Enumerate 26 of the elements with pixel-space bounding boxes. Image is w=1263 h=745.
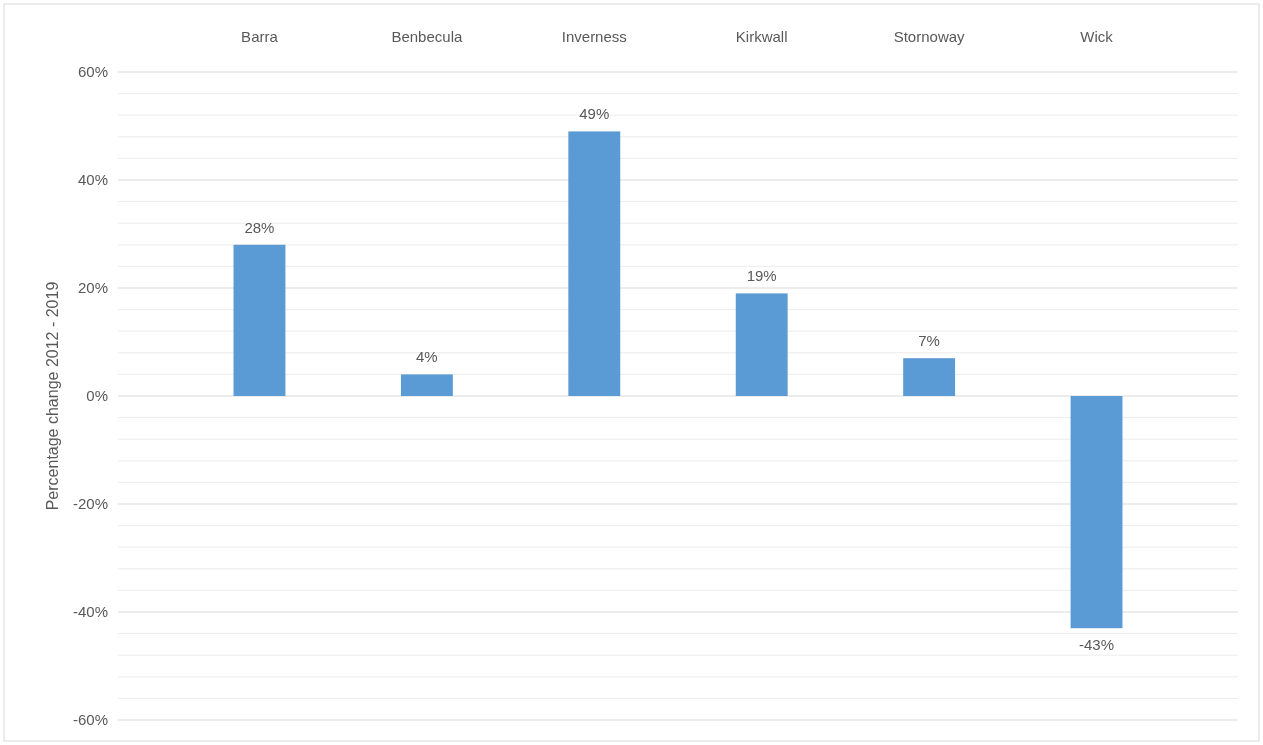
y-tick-label: 60% <box>77 63 108 81</box>
data-label: 19% <box>746 267 777 285</box>
bar <box>568 131 621 396</box>
y-tick-label: -60% <box>72 711 108 729</box>
y-tick-label: -40% <box>72 603 108 621</box>
bar <box>233 244 286 396</box>
bar <box>1070 396 1123 629</box>
data-label: -43% <box>1079 636 1115 654</box>
bar <box>903 358 956 396</box>
x-tick-label: Barra <box>241 28 279 45</box>
x-tick-label: Wick <box>1080 28 1114 45</box>
bar <box>400 374 453 396</box>
y-tick-label: 40% <box>77 171 108 189</box>
data-label: 28% <box>244 218 275 236</box>
bar <box>735 293 788 396</box>
data-label: 4% <box>416 348 438 366</box>
y-tick-label: -20% <box>72 495 108 513</box>
y-tick-label: 0% <box>86 387 108 405</box>
x-tick-label: Inverness <box>561 28 627 45</box>
x-tick-label: Benbecula <box>391 28 463 45</box>
x-tick-label: Stornoway <box>893 28 966 45</box>
y-axis-title: Percentage change 2012 - 2019 <box>44 281 61 511</box>
y-tick-label: 20% <box>77 279 108 297</box>
data-label: 7% <box>918 332 940 350</box>
x-tick-label: Kirkwall <box>735 28 788 45</box>
data-label: 49% <box>579 105 610 123</box>
